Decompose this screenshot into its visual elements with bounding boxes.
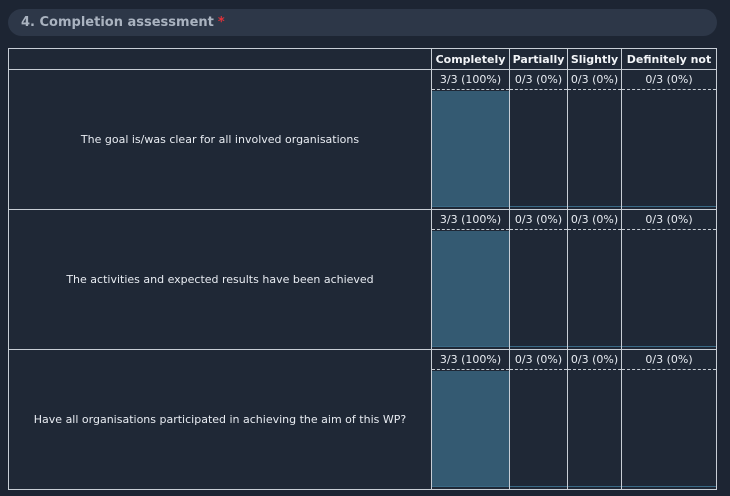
result-count: 0/3 (0%) <box>510 210 567 230</box>
bar-baseline <box>622 486 716 487</box>
result-bar <box>432 231 509 347</box>
result-count: 0/3 (0%) <box>622 210 716 230</box>
result-cell: 0/3 (0%) <box>509 349 568 490</box>
bar-baseline <box>510 206 567 207</box>
result-count: 0/3 (0%) <box>568 350 621 370</box>
result-cell: 0/3 (0%) <box>621 209 717 350</box>
bar-area <box>568 231 621 347</box>
result-cell: 3/3 (100%) <box>431 349 510 490</box>
bar-baseline <box>432 486 509 487</box>
required-marker: * <box>217 15 225 30</box>
bar-baseline <box>568 206 621 207</box>
results-table: Completely Partially Slightly Definitely… <box>8 48 717 490</box>
result-count: 0/3 (0%) <box>568 210 621 230</box>
bar-area <box>622 371 716 487</box>
result-bar <box>432 371 509 487</box>
bar-area <box>432 91 509 207</box>
column-header-completely: Completely <box>431 48 510 70</box>
bar-baseline <box>622 346 716 347</box>
result-cell: 0/3 (0%) <box>567 209 622 350</box>
section-header: 4. Completion assessment * <box>8 9 717 36</box>
bar-area <box>510 231 567 347</box>
bar-baseline <box>510 486 567 487</box>
result-cell: 3/3 (100%) <box>431 69 510 210</box>
result-count: 0/3 (0%) <box>510 70 567 90</box>
result-cell: 3/3 (100%) <box>431 209 510 350</box>
bar-baseline <box>432 206 509 207</box>
bar-baseline <box>622 206 716 207</box>
bar-baseline <box>510 346 567 347</box>
result-count: 0/3 (0%) <box>622 70 716 90</box>
section-title: 4. Completion assessment <box>21 15 214 30</box>
bar-area <box>622 231 716 347</box>
bar-area <box>432 371 509 487</box>
result-count: 3/3 (100%) <box>432 350 509 370</box>
bar-area <box>622 91 716 207</box>
result-bar <box>432 91 509 207</box>
table-row: Have all organisations participated in a… <box>8 349 717 490</box>
question-text: The goal is/was clear for all involved o… <box>8 69 432 210</box>
table-header-row: Completely Partially Slightly Definitely… <box>8 48 717 70</box>
column-header-definitely-not: Definitely not <box>621 48 717 70</box>
bar-baseline <box>568 346 621 347</box>
question-text: The activities and expected results have… <box>8 209 432 350</box>
question-text: Have all organisations participated in a… <box>8 349 432 490</box>
result-cell: 0/3 (0%) <box>621 349 717 490</box>
result-count: 3/3 (100%) <box>432 70 509 90</box>
bar-baseline <box>432 346 509 347</box>
bar-area <box>510 91 567 207</box>
result-cell: 0/3 (0%) <box>567 69 622 210</box>
bar-area <box>568 371 621 487</box>
result-count: 3/3 (100%) <box>432 210 509 230</box>
bar-area <box>568 91 621 207</box>
result-count: 0/3 (0%) <box>622 350 716 370</box>
bar-area <box>432 231 509 347</box>
table-row: The activities and expected results have… <box>8 209 717 350</box>
result-cell: 0/3 (0%) <box>509 69 568 210</box>
bar-area <box>510 371 567 487</box>
result-count: 0/3 (0%) <box>568 70 621 90</box>
table-row: The goal is/was clear for all involved o… <box>8 69 717 210</box>
column-header-slightly: Slightly <box>567 48 622 70</box>
result-cell: 0/3 (0%) <box>509 209 568 350</box>
result-cell: 0/3 (0%) <box>621 69 717 210</box>
result-cell: 0/3 (0%) <box>567 349 622 490</box>
question-column-header <box>8 48 432 70</box>
column-header-partially: Partially <box>509 48 568 70</box>
bar-baseline <box>568 486 621 487</box>
result-count: 0/3 (0%) <box>510 350 567 370</box>
